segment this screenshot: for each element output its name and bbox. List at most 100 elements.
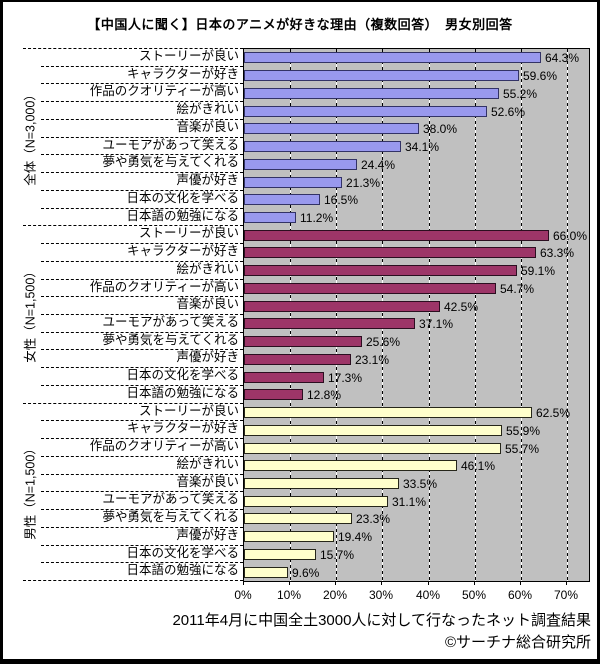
bar — [244, 176, 342, 188]
category-label: 作品のクオリティーが高い — [89, 279, 239, 294]
x-axis-tick — [289, 581, 290, 585]
category-label: ストーリーが良い — [138, 226, 239, 241]
bar-value-label: 54.7% — [500, 281, 535, 296]
category-label: ストーリーが良い — [138, 403, 239, 418]
category-separator-line — [41, 562, 243, 564]
bar-value-label: 23.1% — [355, 352, 390, 367]
bar — [244, 87, 499, 99]
bar-value-label: 46.1% — [461, 459, 496, 474]
bar — [244, 566, 288, 578]
bar — [244, 105, 487, 117]
bar-value-label: 55.9% — [506, 423, 541, 438]
bar — [244, 424, 502, 436]
category-separator-line — [41, 455, 243, 457]
bar — [244, 442, 501, 454]
bar — [244, 194, 320, 206]
category-label: 夢や勇気を与えてくれる — [102, 332, 239, 347]
group-separator-line — [23, 402, 243, 404]
bar-value-label: 37.1% — [419, 317, 454, 332]
bar — [244, 158, 357, 170]
category-separator-line — [41, 136, 243, 138]
bar-value-label: 9.6% — [292, 565, 320, 580]
category-label: 日本の文化を学べる — [126, 190, 239, 205]
bar-value-label: 19.4% — [338, 530, 373, 545]
category-separator-line — [41, 65, 243, 67]
bar-value-label: 21.3% — [346, 175, 381, 190]
bar — [244, 336, 362, 348]
x-axis-tick-label: 50% — [461, 588, 487, 602]
bar — [244, 141, 401, 153]
bar-value-label: 66.0% — [553, 228, 588, 243]
gridline-60pct — [521, 49, 522, 581]
gridline-40pct — [429, 49, 430, 581]
group-separator-line — [23, 225, 243, 227]
category-separator-line — [41, 260, 243, 262]
category-label: 日本の文化を学べる — [126, 368, 239, 383]
bar — [244, 353, 351, 365]
gridline-20pct — [336, 49, 337, 581]
bar-value-label: 62.5% — [536, 406, 571, 421]
category-separator-line — [41, 491, 243, 493]
bar — [244, 548, 316, 560]
category-separator-line — [41, 314, 243, 315]
bar-value-label: 55.2% — [503, 86, 538, 101]
category-separator-line — [41, 172, 243, 174]
category-label: ストーリーが良い — [138, 49, 239, 63]
bar — [244, 265, 517, 277]
bar — [244, 371, 324, 383]
bar-value-label: 59.1% — [521, 264, 556, 279]
category-label: 声優が好き — [176, 527, 239, 542]
group-label: 男性（N=1,500） — [23, 442, 38, 541]
category-separator-line — [41, 384, 243, 386]
bar-value-label: 15.7% — [320, 547, 355, 562]
category-label: 音楽が良い — [176, 297, 239, 312]
bar-value-label: 59.6% — [523, 69, 558, 84]
gridline-70pct — [567, 49, 568, 581]
bar-value-label: 55.7% — [505, 441, 540, 456]
x-axis-tick-label: 20% — [322, 588, 348, 602]
footnote: 2011年4月に中国全土3000人に対して行なったネット調査結果 — [172, 612, 591, 629]
plot-area: 64.3% 59.6% 55.2% 52.6% 38.0% 34.1% 24.4% 21.3%… — [243, 48, 590, 582]
bar-value-label: 64.3% — [545, 51, 580, 66]
category-label: 日本語の勉強になる — [126, 563, 239, 578]
bar — [244, 247, 536, 259]
bar — [244, 211, 296, 223]
x-axis-tick — [381, 581, 382, 585]
bar-value-label: 17.3% — [328, 370, 363, 385]
category-label: 日本語の勉強になる — [126, 385, 239, 400]
category-label: 声優が好き — [176, 173, 239, 188]
bar-value-label: 25.6% — [366, 335, 401, 350]
bar-value-label: 52.6% — [491, 104, 526, 119]
x-axis-tick-label: 10% — [276, 588, 302, 602]
category-separator-line — [41, 367, 243, 369]
bar-value-label: 31.1% — [392, 494, 427, 509]
bar-value-label: 63.3% — [540, 246, 575, 261]
x-axis-tick — [243, 581, 244, 585]
category-label: 絵がきれい — [176, 261, 239, 276]
bar-value-label: 24.4% — [361, 157, 396, 172]
category-separator-line — [41, 509, 243, 511]
category-separator-line — [41, 189, 243, 191]
bar — [244, 300, 440, 312]
category-separator-line — [41, 207, 243, 209]
category-label: 音楽が良い — [176, 119, 239, 134]
category-separator-line — [41, 278, 243, 280]
group-label: 全体（N=3,000） — [23, 87, 38, 186]
category-separator-line — [41, 118, 243, 120]
category-separator-line — [41, 296, 243, 298]
category-label: 作品のクオリティーが高い — [89, 84, 239, 99]
gridline-30pct — [382, 49, 383, 581]
x-axis-tick-label: 0% — [234, 588, 252, 602]
bar — [244, 229, 549, 241]
bar-value-label: 38.0% — [423, 122, 458, 137]
group-label: 女性（N=1,500） — [23, 265, 38, 363]
bar-value-label: 34.1% — [405, 140, 440, 155]
bar-value-label: 23.3% — [356, 512, 391, 527]
x-axis-tick-label: 60% — [507, 588, 533, 602]
x-axis-tick — [566, 581, 567, 585]
category-separator-line — [41, 331, 243, 333]
x-axis-tick-label: 70% — [553, 588, 579, 602]
bar-value-label: 42.5% — [444, 299, 479, 314]
category-label: 夢や勇気を与えてくれる — [102, 155, 239, 170]
